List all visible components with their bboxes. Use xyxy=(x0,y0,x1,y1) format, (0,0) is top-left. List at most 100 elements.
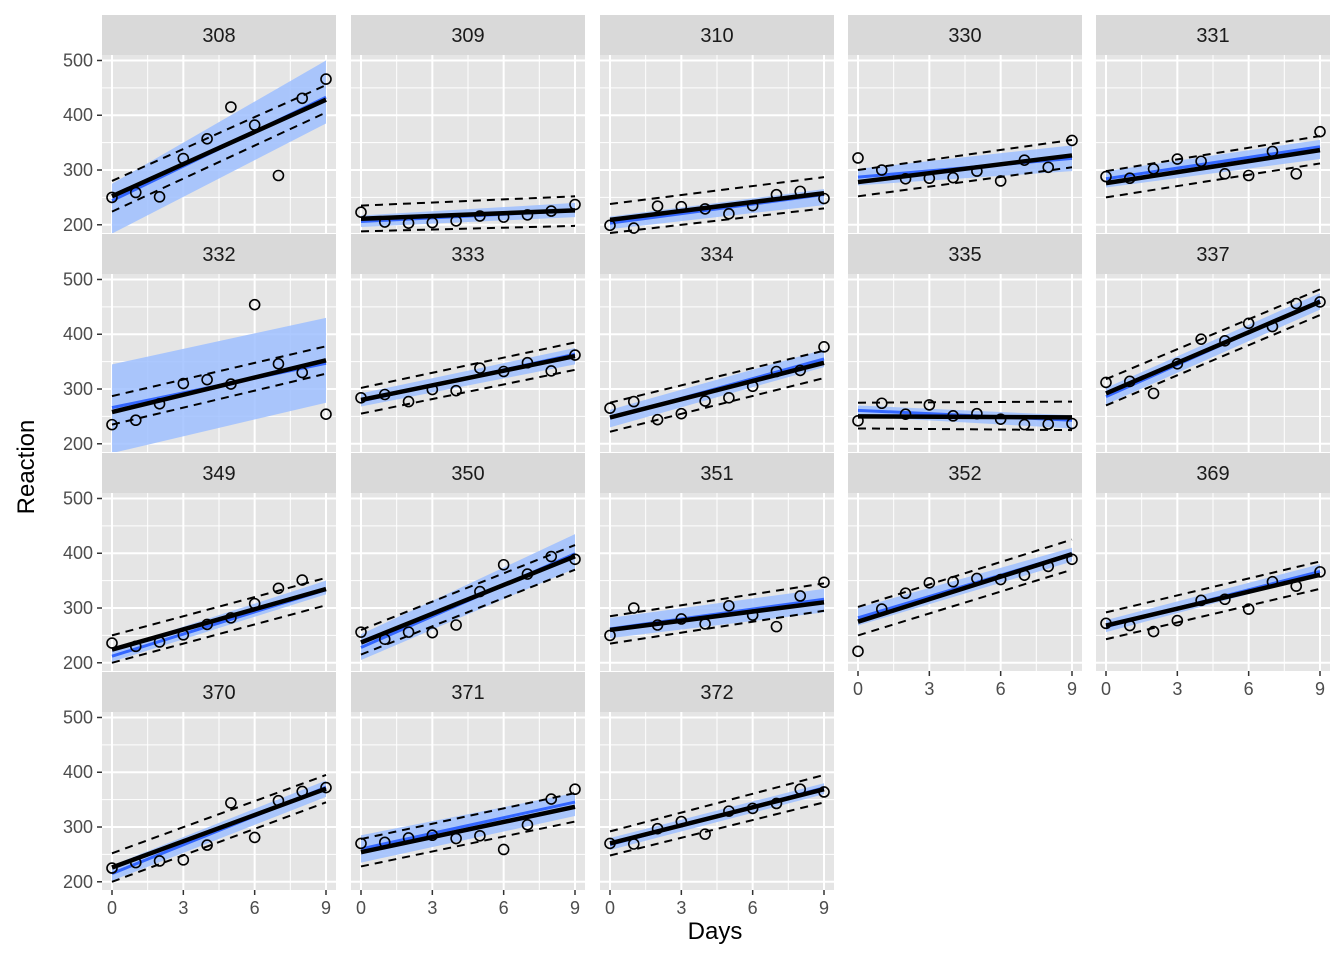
lower-interval-line xyxy=(609,377,825,433)
facet-strip xyxy=(102,15,336,55)
lower-interval-line xyxy=(857,568,1073,637)
data-point xyxy=(723,805,735,817)
data-point xyxy=(106,637,118,649)
facet-panel-370: 370 200 300 400 500 0 3 6 9 xyxy=(63,672,336,918)
data-point xyxy=(1147,163,1160,175)
data-point xyxy=(129,186,142,199)
data-point xyxy=(355,626,367,638)
data-point xyxy=(153,636,166,648)
data-point xyxy=(1195,594,1207,607)
fit-line xyxy=(111,97,327,199)
facet-strip-label: 308 xyxy=(202,25,235,47)
data-point xyxy=(899,587,912,600)
lower-interval-line xyxy=(111,604,327,664)
fit-line xyxy=(111,358,327,415)
data-point xyxy=(723,391,735,404)
data-point xyxy=(248,298,261,311)
lower-interval-line xyxy=(857,166,1073,198)
data-point xyxy=(320,408,332,421)
data-point xyxy=(497,558,510,571)
data-point xyxy=(1266,575,1279,588)
data-point xyxy=(569,553,581,566)
lower-interval-line xyxy=(111,801,327,883)
data-point xyxy=(106,418,118,431)
x-tick-label: 3 xyxy=(178,898,188,918)
data-point xyxy=(177,854,190,866)
fit-line xyxy=(1105,572,1321,628)
facet-panel-309: 309 xyxy=(351,15,585,233)
data-point xyxy=(1266,320,1279,333)
data-point xyxy=(201,839,213,851)
data-point xyxy=(1219,168,1231,180)
data-point xyxy=(699,828,711,840)
data-point xyxy=(153,855,166,867)
x-tick-label: 9 xyxy=(1067,679,1077,699)
x-tick-label: 0 xyxy=(1101,679,1111,699)
data-point xyxy=(1042,560,1055,573)
data-point xyxy=(947,410,959,422)
y-tick-label: 400 xyxy=(63,543,93,563)
data-point xyxy=(1171,614,1184,627)
data-point xyxy=(923,399,936,411)
data-point xyxy=(699,203,711,215)
facet-strip-label: 351 xyxy=(700,463,733,485)
data-point xyxy=(426,626,439,639)
data-point xyxy=(355,206,367,218)
data-point xyxy=(569,783,581,796)
fit-line xyxy=(1105,299,1321,396)
upper-interval-line xyxy=(1105,288,1321,381)
data-point xyxy=(675,613,688,625)
facet-strip-label: 335 xyxy=(948,244,981,266)
data-point xyxy=(818,786,830,798)
data-point xyxy=(272,582,285,595)
data-point xyxy=(1100,376,1112,389)
facet-strip xyxy=(1096,453,1330,493)
data-point xyxy=(521,356,534,369)
data-point xyxy=(569,349,581,361)
x-tick-label: 3 xyxy=(427,898,437,918)
data-point xyxy=(1066,553,1078,566)
data-point xyxy=(402,832,415,844)
lower-interval-line xyxy=(857,427,1073,432)
x-axis-title: Days xyxy=(688,918,743,945)
data-point xyxy=(852,152,864,164)
data-point xyxy=(770,365,783,378)
data-point xyxy=(770,188,783,201)
data-point xyxy=(248,597,261,610)
data-point xyxy=(994,573,1007,586)
data-point xyxy=(225,612,237,624)
data-point xyxy=(248,119,261,131)
fit-line xyxy=(857,414,1073,420)
data-point xyxy=(426,829,439,842)
lower-interval-line xyxy=(1105,587,1321,641)
data-point xyxy=(699,395,711,407)
data-point xyxy=(129,856,142,869)
data-point xyxy=(1195,333,1207,345)
y-tick-label: 400 xyxy=(63,324,93,344)
data-point xyxy=(129,414,142,427)
data-point xyxy=(794,590,807,602)
data-point xyxy=(474,210,486,222)
data-point xyxy=(1100,170,1112,183)
data-point xyxy=(497,365,510,378)
data-point xyxy=(746,380,759,393)
data-point xyxy=(1018,569,1031,581)
x-tick-label: 3 xyxy=(1172,679,1182,699)
x-tick-label: 9 xyxy=(321,898,331,918)
data-point xyxy=(497,211,510,223)
data-point xyxy=(1018,418,1031,431)
data-point xyxy=(402,395,415,408)
data-point xyxy=(675,815,688,828)
data-point xyxy=(1018,154,1031,166)
data-point xyxy=(818,576,830,589)
lower-interval-line xyxy=(111,111,327,213)
fit-line xyxy=(609,191,825,223)
facet-strip-label: 371 xyxy=(451,682,484,704)
data-point xyxy=(1123,375,1136,388)
facet-panel-334: 334 xyxy=(600,234,834,452)
data-point xyxy=(545,365,558,377)
data-point xyxy=(378,633,391,646)
data-point xyxy=(201,132,213,145)
